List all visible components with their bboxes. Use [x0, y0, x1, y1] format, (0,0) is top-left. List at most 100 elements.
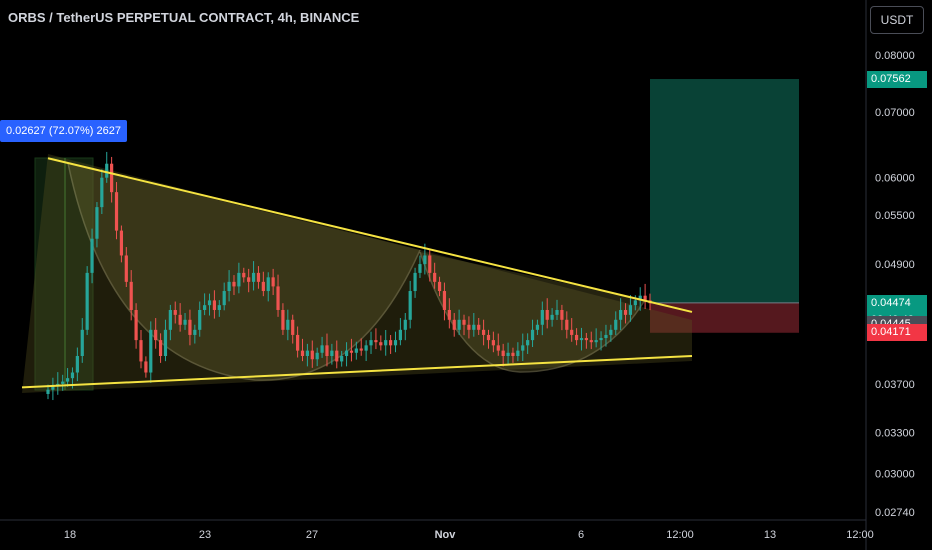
candle-body	[437, 281, 442, 292]
candle-body	[61, 381, 65, 384]
candle-body	[114, 192, 119, 231]
candle-body	[320, 345, 324, 353]
candle-body	[315, 352, 319, 360]
candle-body	[217, 305, 221, 310]
x-tick-label: Nov	[435, 529, 457, 541]
candle-body	[442, 291, 447, 310]
candle-body	[129, 281, 133, 310]
candle-body	[491, 340, 495, 346]
candle-body	[481, 329, 486, 335]
candle-body	[188, 319, 192, 335]
candle-body	[75, 356, 79, 373]
candle-body	[452, 319, 456, 330]
x-tick-label: 27	[306, 529, 318, 541]
candle-body	[408, 291, 412, 320]
candle-body	[340, 356, 344, 362]
candle-body	[46, 389, 50, 394]
candle-body	[330, 350, 334, 357]
candle-body	[105, 163, 109, 178]
candle-body	[354, 348, 358, 353]
candle-body	[310, 350, 314, 360]
candle-body	[305, 350, 309, 357]
candle-body	[570, 329, 574, 335]
candle-body	[433, 272, 437, 282]
candle-body	[51, 386, 55, 390]
candle-body	[178, 314, 182, 325]
candle-body	[70, 372, 75, 379]
candle-body	[349, 350, 354, 353]
candle-body	[619, 309, 623, 320]
x-tick-label: 12:00	[846, 529, 874, 541]
y-tick-label: 0.08000	[875, 50, 915, 62]
take-profit-zone	[650, 79, 799, 303]
candle-body	[633, 300, 637, 306]
candle-body	[139, 340, 143, 362]
candle-body	[472, 324, 476, 330]
price-tag: 0.04171	[867, 323, 927, 341]
candle-body	[614, 319, 618, 330]
candle-body	[530, 329, 535, 341]
candle-body	[393, 340, 398, 346]
candle-body	[183, 319, 187, 325]
candle-body	[281, 309, 285, 330]
measure-label: 0.02627 (72.07%) 2627	[0, 120, 127, 142]
candle-body	[369, 340, 373, 346]
y-tick-label: 0.04900	[875, 259, 915, 271]
candle-body	[110, 163, 114, 193]
trendlines-layer	[21, 157, 693, 389]
x-tick-label: 6	[578, 529, 584, 541]
candle-body	[545, 309, 549, 320]
candle-body	[413, 272, 417, 292]
candle-body	[423, 255, 427, 265]
candle-body	[276, 286, 280, 310]
y-tick-label: 0.03300	[875, 428, 915, 440]
candle-body	[266, 277, 270, 292]
candle-body	[574, 334, 579, 341]
candle-body	[384, 340, 388, 346]
candle-body	[247, 277, 251, 282]
candle-body	[158, 340, 163, 357]
candle-body	[149, 329, 153, 373]
candle-body	[344, 350, 349, 357]
candle-body	[232, 281, 236, 287]
candle-body	[521, 345, 525, 351]
candle-body	[335, 350, 339, 362]
candle-body	[286, 319, 290, 330]
descending-trendline	[47, 157, 693, 313]
candle-body	[237, 272, 241, 287]
y-tick-label: 0.05500	[875, 210, 915, 222]
candle-body	[85, 272, 89, 330]
candle-body	[134, 309, 138, 341]
candle-body	[589, 340, 593, 343]
candle-body	[300, 350, 305, 357]
price-axis: 0.080000.070000.060000.055000.049000.044…	[875, 50, 915, 519]
candle-body	[222, 291, 226, 306]
candle-body	[389, 340, 393, 346]
candle-body	[486, 334, 491, 341]
candle-body	[207, 300, 212, 306]
candle-body	[599, 338, 603, 341]
candle-body	[418, 264, 422, 273]
candle-body	[477, 324, 481, 330]
y-tick-label: 0.07000	[875, 107, 915, 119]
candle-body	[398, 329, 402, 341]
candle-body	[526, 340, 530, 346]
candle-body	[325, 345, 329, 357]
ascending-trendline	[21, 355, 693, 389]
candle-body	[251, 272, 256, 282]
candle-body	[100, 177, 104, 208]
candle-body	[467, 324, 471, 330]
price-tag: 0.04474	[867, 294, 927, 312]
time-axis: 18 23 27 Nov 6 12:00 13 12:00	[64, 529, 874, 541]
candle-body	[124, 255, 128, 282]
candle-body	[364, 345, 368, 351]
candle-body	[291, 319, 295, 335]
candle-body	[555, 309, 559, 315]
y-tick-label: 0.03000	[875, 468, 915, 480]
candle-body	[511, 352, 515, 357]
candle-body	[256, 272, 261, 282]
handle-arc	[419, 251, 646, 373]
candle-body	[628, 305, 633, 315]
currency-button[interactable]: USDT	[870, 6, 924, 34]
